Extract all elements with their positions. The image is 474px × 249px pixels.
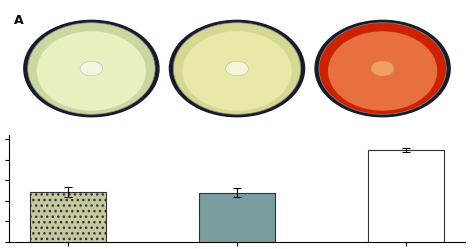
Ellipse shape bbox=[371, 61, 394, 76]
Ellipse shape bbox=[182, 31, 292, 111]
Bar bbox=[199, 192, 275, 242]
Ellipse shape bbox=[314, 20, 451, 117]
Bar bbox=[30, 192, 106, 242]
Ellipse shape bbox=[80, 61, 103, 76]
Ellipse shape bbox=[37, 31, 146, 111]
Ellipse shape bbox=[328, 31, 437, 111]
Bar bbox=[368, 150, 444, 242]
Ellipse shape bbox=[173, 23, 301, 114]
Text: Cellulase: Cellulase bbox=[360, 142, 406, 151]
Text: Protease: Protease bbox=[215, 142, 259, 151]
Ellipse shape bbox=[226, 61, 248, 76]
Text: Pectate lyase: Pectate lyase bbox=[57, 142, 126, 151]
Ellipse shape bbox=[319, 23, 447, 114]
Ellipse shape bbox=[27, 23, 155, 114]
Ellipse shape bbox=[23, 20, 160, 117]
Text: A: A bbox=[14, 14, 24, 27]
Ellipse shape bbox=[169, 20, 305, 117]
